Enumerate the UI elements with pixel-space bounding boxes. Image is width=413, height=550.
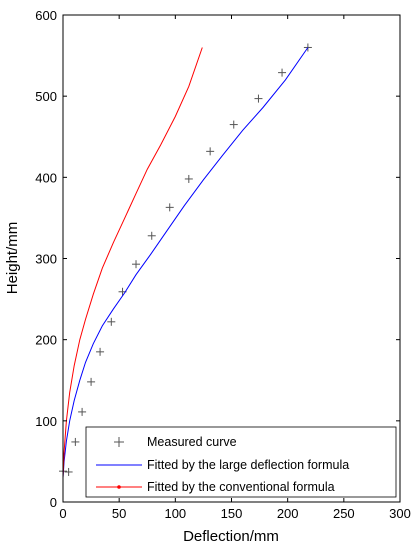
measured-point [71, 437, 80, 446]
y-tick-label: 500 [35, 89, 57, 104]
legend-label-2: Fitted by the conventional formula [147, 480, 335, 494]
measured-point [303, 43, 312, 52]
measured-point [96, 347, 105, 356]
measured-point [107, 317, 116, 326]
x-tick-label: 150 [221, 506, 243, 521]
series-line-2 [62, 47, 203, 478]
measured-point [147, 231, 156, 240]
legend-dot [117, 485, 121, 489]
y-tick-label: 300 [35, 252, 57, 267]
series-line-1 [62, 47, 309, 478]
measured-point [254, 94, 263, 103]
series-layer [59, 43, 312, 478]
measured-point [78, 407, 87, 416]
y-axis-ticks: 0 100 200 300 400 500 600 [35, 8, 400, 510]
x-tick-label: 100 [164, 506, 186, 521]
legend-box [85, 426, 397, 498]
measured-point [87, 377, 96, 386]
y-tick-label: 100 [35, 414, 57, 429]
y-tick-label: 0 [50, 495, 57, 510]
measured-point [206, 147, 215, 156]
y-tick-label: 400 [35, 170, 57, 185]
measured-point [229, 120, 238, 129]
x-tick-label: 0 [59, 506, 66, 521]
measured-point [132, 260, 141, 269]
x-tick-label: 50 [112, 506, 126, 521]
plot-background [63, 15, 400, 502]
measured-point [278, 68, 287, 77]
y-axis-title: Height/mm [4, 222, 21, 295]
x-tick-label: 200 [277, 506, 299, 521]
legend-label-0: Measured curve [147, 435, 237, 449]
measured-point [165, 203, 174, 212]
y-tick-label: 200 [35, 333, 57, 348]
x-axis-title: Deflection/mm [183, 528, 279, 545]
y-tick-label: 600 [35, 8, 57, 23]
measured-point [184, 174, 193, 183]
legend-label-1: Fitted by the large deflection formula [147, 458, 349, 472]
x-tick-label: 300 [389, 506, 411, 521]
x-tick-label: 250 [333, 506, 355, 521]
measured-point [64, 467, 73, 476]
legend: Measured curve Fitted by the large deflec… [85, 426, 397, 498]
x-axis-ticks: 0 50 100 150 200 250 300 [59, 15, 411, 521]
